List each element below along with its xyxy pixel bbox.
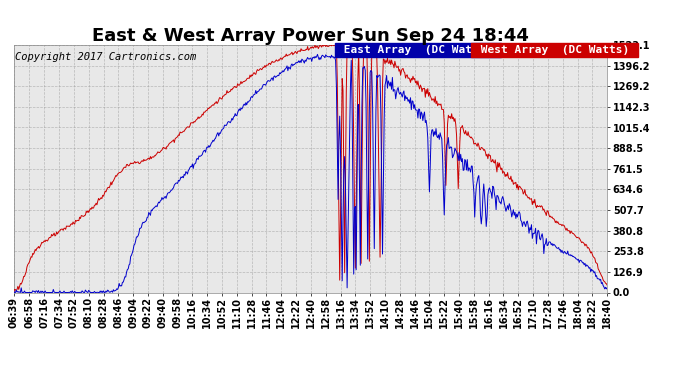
Text: Copyright 2017 Cartronics.com: Copyright 2017 Cartronics.com: [15, 53, 196, 62]
Title: East & West Array Power Sun Sep 24 18:44: East & West Array Power Sun Sep 24 18:44: [92, 27, 529, 45]
Text: West Array  (DC Watts): West Array (DC Watts): [474, 45, 635, 55]
Text: East Array  (DC Watts): East Array (DC Watts): [337, 45, 499, 55]
